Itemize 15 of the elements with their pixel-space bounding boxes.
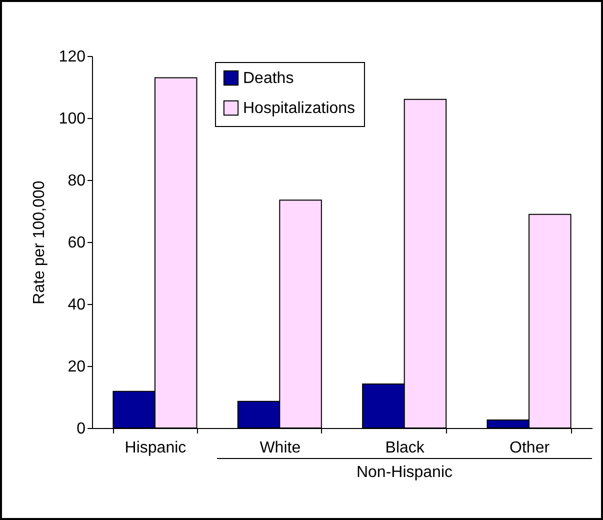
x-tick-label: White — [260, 440, 301, 456]
x-tick-label: Black — [385, 440, 426, 456]
x-tick-label: Other — [510, 440, 550, 456]
x-tick-label: Hispanic — [124, 440, 186, 456]
text: Non-Hispanic — [355, 464, 454, 482]
y-tick-label: 60 — [68, 234, 86, 252]
y-tick-label: 0 — [76, 420, 86, 438]
y-tick-label: 120 — [58, 48, 86, 66]
y-tick-label: 40 — [68, 296, 86, 314]
y-tick-label: 100 — [58, 110, 86, 128]
y-tick-label: 20 — [68, 358, 86, 376]
legend-label: Hospitalizations — [243, 100, 356, 117]
legend-label: Deaths — [243, 70, 294, 87]
y-tick-label: 80 — [68, 172, 86, 190]
y-axis-title: Rate per 100,000 — [30, 180, 48, 304]
